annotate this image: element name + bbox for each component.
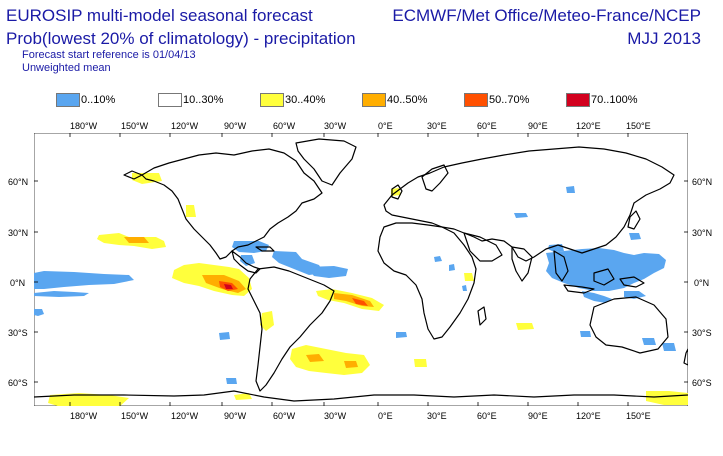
lon-tick-bottom: 30°W bbox=[324, 411, 347, 421]
legend-swatch-3 bbox=[260, 93, 284, 107]
lat-tick-right: 0°N bbox=[694, 278, 710, 288]
legend-swatch-6 bbox=[566, 93, 590, 107]
lon-tick-bottom: 180°W bbox=[70, 411, 98, 421]
lon-tick-top: 60°E bbox=[477, 121, 497, 131]
legend-label-2: 10..30% bbox=[183, 94, 224, 106]
lat-tick-left: 60°S bbox=[8, 378, 28, 388]
forecast-start-note: Forecast start reference is 01/04/13 bbox=[22, 49, 196, 61]
lon-tick-top: 30°E bbox=[427, 121, 447, 131]
lat-tick-right: 60°S bbox=[692, 378, 712, 388]
legend-swatch-4 bbox=[362, 93, 386, 107]
lat-tick-left: 0°N bbox=[10, 278, 26, 288]
lon-tick-bottom: 60°E bbox=[477, 411, 497, 421]
legend-label-6: 70..100% bbox=[591, 94, 638, 106]
legend-label-5: 50..70% bbox=[489, 94, 530, 106]
lat-tick-left: 30°N bbox=[8, 228, 29, 238]
lon-tick-bottom: 90°E bbox=[528, 411, 548, 421]
data-source: ECMWF/Met Office/Meteo-France/NCEP bbox=[392, 6, 701, 25]
legend-swatch-5 bbox=[464, 93, 488, 107]
legend-label-3: 30..40% bbox=[285, 94, 326, 106]
lon-tick-top: 180°W bbox=[70, 121, 98, 131]
lon-tick-top: 120°W bbox=[171, 121, 199, 131]
lon-tick-bottom: 0°E bbox=[378, 411, 393, 421]
lon-tick-bottom: 150°W bbox=[121, 411, 149, 421]
world-map bbox=[34, 133, 688, 406]
forecast-period: MJJ 2013 bbox=[627, 29, 701, 48]
lon-tick-top: 0°E bbox=[378, 121, 393, 131]
lon-tick-bottom: 120°W bbox=[171, 411, 199, 421]
anomaly-layer-70-100 bbox=[224, 284, 233, 289]
mean-type-note: Unweighted mean bbox=[22, 62, 111, 74]
legend-label-1: 0..10% bbox=[81, 94, 116, 106]
lat-tick-left: 60°N bbox=[8, 177, 29, 187]
lat-tick-right: 60°N bbox=[692, 177, 713, 187]
lon-tick-top: 150°W bbox=[121, 121, 149, 131]
lon-tick-bottom: 90°W bbox=[224, 411, 247, 421]
legend-swatch-1 bbox=[56, 93, 80, 107]
lon-tick-top: 90°E bbox=[528, 121, 548, 131]
legend-label-4: 40..50% bbox=[387, 94, 428, 106]
lat-tick-left: 30°S bbox=[8, 328, 28, 338]
lat-tick-right: 30°S bbox=[692, 328, 712, 338]
lon-tick-top: 30°W bbox=[324, 121, 347, 131]
lon-tick-top: 60°W bbox=[273, 121, 296, 131]
lon-tick-bottom: 120°E bbox=[576, 411, 601, 421]
legend-swatch-2 bbox=[158, 93, 182, 107]
lon-tick-bottom: 60°W bbox=[273, 411, 296, 421]
map-title: EUROSIP multi-model seasonal forecast bbox=[6, 6, 313, 25]
frame-ticks bbox=[34, 133, 688, 406]
lon-tick-bottom: 150°E bbox=[626, 411, 651, 421]
lon-tick-top: 120°E bbox=[576, 121, 601, 131]
lon-tick-top: 90°W bbox=[224, 121, 247, 131]
lat-tick-right: 30°N bbox=[692, 228, 713, 238]
lon-tick-bottom: 30°E bbox=[427, 411, 447, 421]
map-subtitle: Prob(lowest 20% of climatology) - precip… bbox=[6, 29, 356, 48]
lon-tick-top: 150°E bbox=[626, 121, 651, 131]
coastlines bbox=[34, 138, 688, 402]
